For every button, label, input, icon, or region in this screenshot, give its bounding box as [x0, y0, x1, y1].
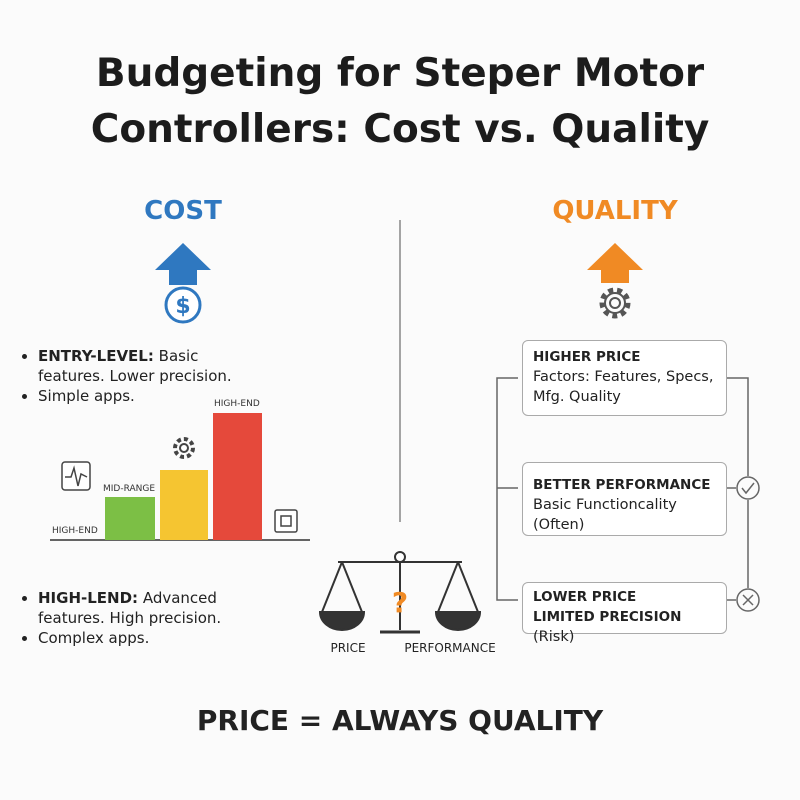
gear-icon [599, 287, 631, 319]
pulse-line [65, 465, 88, 487]
scale-right-label: PERFORMANCE [404, 641, 495, 655]
bar-gear [173, 437, 195, 459]
chip-icon [274, 509, 298, 533]
bullet: Complex apps. [38, 628, 268, 648]
upper-bar [160, 470, 208, 540]
bullet: Simple apps. [38, 386, 268, 406]
dollar-symbol: $ [175, 294, 190, 319]
bullet-text: Basic features. Lower precision. [38, 347, 232, 385]
box-text: (Risk) [533, 629, 575, 645]
connectors [496, 377, 760, 612]
bar-label: MID-RANGE [103, 484, 156, 494]
box-title: HIGHER PRICE [533, 349, 641, 365]
cost-arrow [155, 243, 211, 285]
bar-label: HIGH-END [52, 526, 98, 536]
chip-core [280, 515, 292, 527]
mid-bar [105, 497, 155, 540]
quality-heading: QUALITY [552, 196, 678, 226]
box-title: BETTER PERFORMANCE [533, 477, 711, 493]
balance-scale [318, 551, 482, 634]
bullet-text: Complex apps. [38, 629, 150, 647]
dollar-icon [164, 286, 202, 324]
quality-arrow [587, 243, 643, 283]
box-text: Basic Functioncality (Often) [533, 497, 677, 533]
bar-label: HIGH-END [214, 399, 260, 409]
box-title: LIMITED PRECISION [533, 609, 682, 625]
quality-box: BETTER PERFORMANCE Basic Functioncality … [522, 462, 727, 536]
scale-left-label: PRICE [330, 641, 365, 655]
bullet-label: HIGH-LEND: [38, 589, 139, 607]
bullet-text: Simple apps. [38, 387, 135, 405]
quality-box: LOWER PRICE LIMITED PRECISION (Risk) [522, 582, 727, 645]
bullet-text: Advanced features. High precision. [38, 589, 222, 627]
bullet-label: ENTRY-LEVEL: [38, 347, 154, 365]
footer: PRICE = ALWAYS QUALITY [196, 704, 604, 737]
box-text: Factors: Features, Specs, Mfg. Quality [533, 369, 714, 405]
title: Budgeting for Steper Motor Controllers: … [90, 51, 710, 152]
bottom-bullets: HIGH-LEND: Advanced features. High preci… [18, 588, 268, 648]
bullet: ENTRY-LEVEL: Basic features. Lower preci… [38, 346, 268, 386]
box-title: LOWER PRICE [533, 589, 637, 605]
question-mark: ? [392, 586, 408, 619]
quality-box: HIGHER PRICE Factors: Features, Specs, M… [522, 340, 727, 416]
high-bar [213, 413, 262, 540]
bullet: HIGH-LEND: Advanced features. High preci… [38, 588, 268, 628]
cost-heading: COST [144, 196, 222, 226]
top-bullets: ENTRY-LEVEL: Basic features. Lower preci… [18, 346, 268, 406]
